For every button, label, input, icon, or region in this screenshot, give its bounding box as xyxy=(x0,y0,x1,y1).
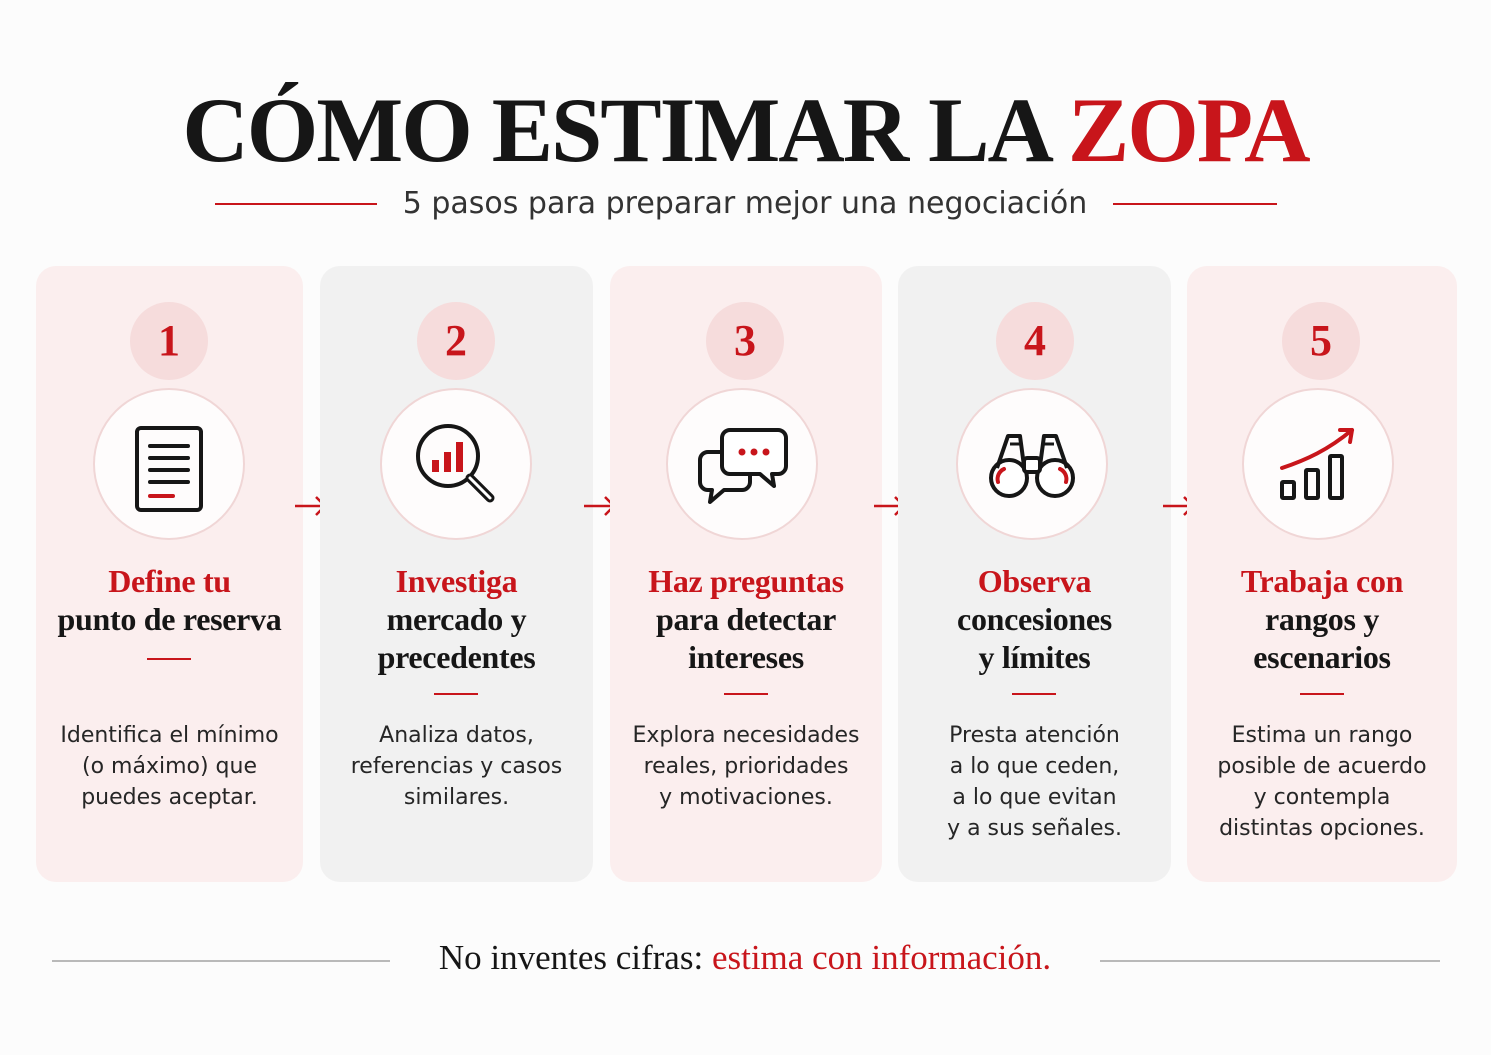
step-icon-circle xyxy=(1242,388,1394,540)
desc-line: y motivaciones. xyxy=(659,785,833,810)
desc-line: puedes aceptar. xyxy=(81,785,258,810)
heading-line: para detectar xyxy=(655,601,837,637)
step-card-3: 3 Haz preguntas para detectar intereses … xyxy=(610,266,882,882)
desc-line: distintas opciones. xyxy=(1219,816,1425,841)
step-divider xyxy=(147,658,191,660)
heading-line: y límites xyxy=(978,639,1091,675)
step-divider xyxy=(434,693,478,695)
step-card-5: 5 Trabaja con rangos y escenarios Estima… xyxy=(1187,266,1457,882)
page-title: CÓMO ESTIMAR LA ZOPA xyxy=(0,82,1491,179)
desc-line: Identifica el mínimo xyxy=(60,723,279,748)
step-number: 4 xyxy=(996,302,1074,380)
desc-line: referencias y casos xyxy=(350,754,563,779)
step-description: Estima un rango posible de acuerdo y con… xyxy=(1187,720,1457,844)
step-description: Explora necesidades reales, prioridades … xyxy=(610,720,882,813)
step-card-4: 4 Observa concesiones y límites Presta a… xyxy=(898,266,1171,882)
step-heading: Haz preguntas para detectar intereses xyxy=(610,562,882,676)
heading-line: Trabaja con xyxy=(1240,563,1404,599)
step-number: 5 xyxy=(1282,302,1360,380)
heading-line: Haz preguntas xyxy=(648,563,844,599)
desc-line: posible de acuerdo xyxy=(1217,754,1427,779)
subtitle-row: 5 pasos para preparar mejor una negociac… xyxy=(0,184,1491,224)
step-icon-circle xyxy=(380,388,532,540)
desc-line: Explora necesidades xyxy=(632,723,860,748)
subtitle: 5 pasos para preparar mejor una negociac… xyxy=(402,186,1088,221)
step-description: Presta atención a lo que ceden, a lo que… xyxy=(898,720,1171,844)
title-main: CÓMO ESTIMAR LA xyxy=(182,79,1049,181)
desc-line: Estima un rango xyxy=(1231,723,1413,748)
step-heading: Observa concesiones y límites xyxy=(898,562,1171,676)
desc-line: a lo que ceden, xyxy=(949,754,1120,779)
step-heading: Investiga mercado y precedentes xyxy=(320,562,593,676)
desc-line: a lo que evitan xyxy=(952,785,1117,810)
binoculars-icon xyxy=(989,434,1075,498)
subtitle-left-rule xyxy=(215,203,377,205)
step-description: Identifica el mínimo (o máximo) que pued… xyxy=(36,720,303,813)
chat-bubbles-icon xyxy=(698,428,788,504)
heading-line: rangos y xyxy=(1264,601,1380,637)
desc-line: Analiza datos, xyxy=(379,723,534,748)
heading-line: concesiones xyxy=(957,601,1112,637)
step-divider xyxy=(724,693,768,695)
footer: No inventes cifras: estima con informaci… xyxy=(0,934,1491,984)
step-card-1: 1 Define tu punto de reserva Identifica … xyxy=(36,266,303,882)
step-number: 1 xyxy=(130,302,208,380)
heading-line: Investiga xyxy=(395,563,518,599)
heading-line: Observa xyxy=(977,563,1092,599)
subtitle-right-rule xyxy=(1113,203,1277,205)
footer-left-rule xyxy=(52,960,390,962)
step-card-2: 2 Investiga mercado y precedentes Analiz… xyxy=(320,266,593,882)
step-number: 2 xyxy=(417,302,495,380)
magnifier-chart-icon xyxy=(416,424,495,503)
title-accent: ZOPA xyxy=(1067,79,1311,181)
footer-accent: estima con información. xyxy=(711,938,1052,977)
footer-tagline: No inventes cifras: estima con informaci… xyxy=(400,934,1090,982)
step-description: Analiza datos, referencias y casos simil… xyxy=(320,720,593,813)
heading-line: precedentes xyxy=(377,639,536,675)
heading-line: intereses xyxy=(688,639,804,675)
heading-line: escenarios xyxy=(1253,639,1391,675)
heading-line: mercado y xyxy=(386,601,527,637)
desc-line: similares. xyxy=(403,785,510,810)
footer-right-rule xyxy=(1100,960,1440,962)
desc-line: y a sus señales. xyxy=(947,816,1122,841)
step-divider xyxy=(1012,693,1056,695)
desc-line: (o máximo) que xyxy=(82,754,257,779)
desc-line: Presta atención xyxy=(949,723,1120,748)
heading-line: punto de reserva xyxy=(57,601,282,637)
document-icon xyxy=(135,426,203,512)
heading-line: Define tu xyxy=(108,563,231,599)
footer-text: No inventes cifras: xyxy=(438,938,704,977)
desc-line: reales, prioridades xyxy=(643,754,849,779)
step-icon-circle xyxy=(956,388,1108,540)
growth-chart-icon xyxy=(1280,428,1354,500)
step-number: 3 xyxy=(706,302,784,380)
step-icon-circle xyxy=(93,388,245,540)
step-heading: Define tu punto de reserva xyxy=(36,562,303,638)
desc-line: y contempla xyxy=(1253,785,1391,810)
step-icon-circle xyxy=(666,388,818,540)
step-heading: Trabaja con rangos y escenarios xyxy=(1187,562,1457,676)
step-divider xyxy=(1300,693,1344,695)
